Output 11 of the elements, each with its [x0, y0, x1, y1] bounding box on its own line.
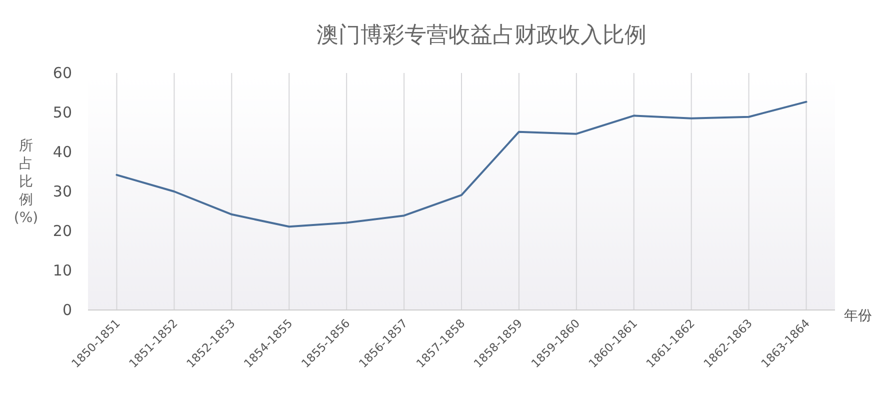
x-axis-title: 年份 — [844, 308, 872, 324]
y-tick-label: 0 — [62, 301, 72, 319]
y-tick-label: 40 — [52, 143, 72, 161]
y-tick-label: 20 — [52, 222, 72, 240]
y-tick-label: 60 — [52, 64, 72, 82]
line-series — [116, 100, 808, 228]
chart-title: 澳门博彩专营收益占财政收入比例 — [316, 23, 646, 48]
y-tick-label: 10 — [52, 262, 72, 280]
y-tick-label: 30 — [52, 182, 72, 200]
y-axis-title: 所占比例(%) — [14, 138, 38, 226]
y-tick-label: 50 — [52, 104, 72, 122]
